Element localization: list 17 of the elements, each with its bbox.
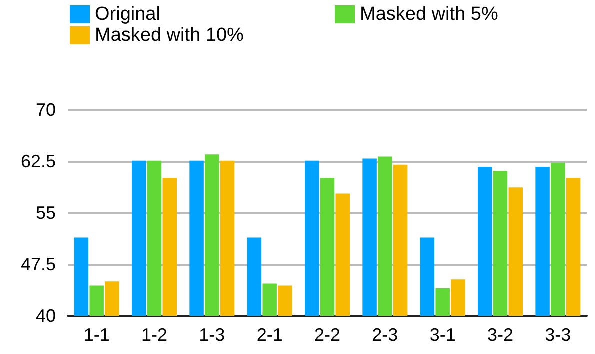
y-tick-label: 70	[36, 100, 56, 120]
y-tick-label: 47.5	[20, 254, 56, 274]
x-tick-label: 1-3	[199, 325, 226, 345]
x-tick-label: 3-1	[430, 325, 456, 345]
x-tick-label: 3-3	[545, 325, 572, 345]
legend-label: Original	[95, 4, 160, 25]
legend-label: Masked with 5%	[360, 4, 498, 25]
x-tick-label: 3-2	[487, 325, 514, 345]
legend-label: Masked with 10%	[95, 25, 244, 46]
y-tick-label: 40	[36, 306, 56, 326]
x-tick-label: 2-2	[314, 325, 341, 345]
y-tick-label: 62.5	[20, 152, 56, 172]
x-tick-label: 2-3	[372, 325, 398, 345]
y-tick-label: 55	[36, 203, 56, 223]
x-tick-label: 1-2	[141, 325, 168, 345]
x-tick-label: 2-1	[256, 325, 283, 345]
x-tick-label: 1-1	[84, 325, 110, 345]
